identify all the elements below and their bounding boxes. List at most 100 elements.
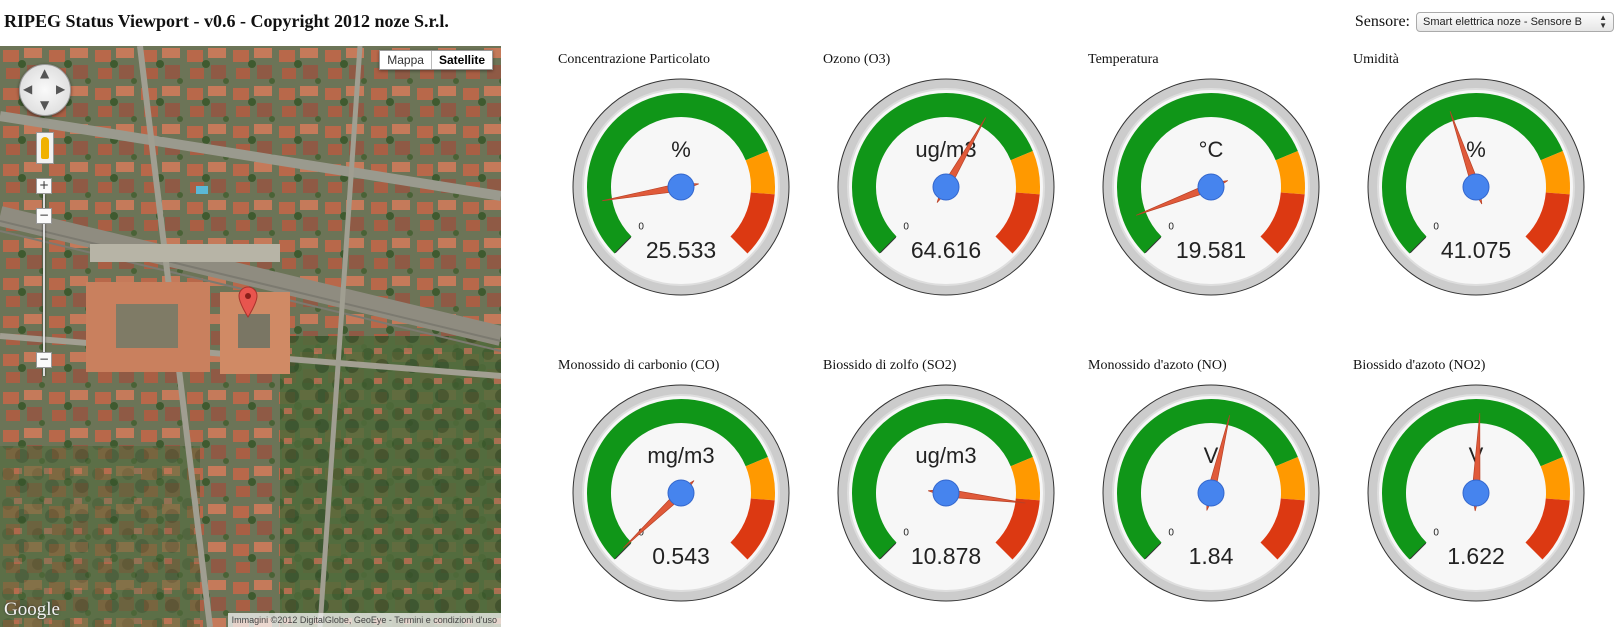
gauge-band-orange [1540, 457, 1570, 501]
gauge-band-orange [1010, 457, 1040, 501]
gauge-band-green [1382, 399, 1563, 560]
gauge-label: Monossido d'azoto (NO) [1088, 358, 1227, 373]
sensor-label: Sensore: [1354, 13, 1410, 30]
gauge-value: 41.075 [1441, 237, 1511, 263]
gauge-value: 10.878 [911, 543, 981, 569]
gauge-band-green [852, 399, 1033, 560]
gauge-min-tick [879, 542, 897, 560]
gauge-dial: 0 ug/m3 10.878 [837, 384, 1055, 602]
map-type-mappa[interactable]: Mappa [387, 53, 424, 67]
gauge-value: 1.622 [1447, 543, 1505, 569]
gauge: Concentrazione Particolato 0% 25.533 [558, 52, 798, 332]
gauge-hub [667, 479, 695, 507]
gauge-band-red [1525, 498, 1570, 560]
gauge-min-label: 0 [1168, 528, 1174, 539]
gauge-unit: ug/m3 [915, 443, 976, 468]
gauge-min-label: 0 [1433, 528, 1439, 539]
gauge-hub [932, 173, 960, 201]
gauge-band-green [587, 399, 768, 560]
select-arrows-icon: ▲ ▼ [1599, 13, 1607, 30]
pan-right-icon[interactable]: ▶ [56, 82, 66, 96]
gauge-dial: 0 °C 19.581 [1102, 78, 1320, 296]
gauge-unit: V [1204, 443, 1219, 468]
gauge-hub [1197, 173, 1225, 201]
gauge-dial: 0 mg/m3 0.543 [572, 384, 790, 602]
map-type-satellite[interactable]: Satellite [430, 51, 492, 69]
gauge-band-red [1260, 498, 1305, 560]
gauge-label: Ozono (O3) [823, 52, 891, 67]
gauge-min-tick [879, 236, 897, 254]
gauge: Biossido di zolfo (SO2) 0 ug/m3 10.878 [823, 358, 1063, 638]
zoom-out-button[interactable]: − [36, 352, 52, 368]
gauge-value: 19.581 [1176, 237, 1246, 263]
gauge: Monossido d'azoto (NO) 0 V 1.84 [1088, 358, 1328, 638]
gauge-hub [667, 173, 695, 201]
sensor-select-value: Smart elettrica noze - Sensore B [1423, 16, 1582, 28]
map-attribution[interactable]: Immagini ©2012 DigitalGlobe, GeoEye - Te… [227, 613, 501, 627]
gauge-hub [1197, 479, 1225, 507]
gauge-band-green [1117, 93, 1298, 254]
gauge-band-orange [1010, 151, 1040, 195]
gauge-unit: % [1466, 137, 1486, 162]
gauge-min-label: 0 [638, 222, 644, 233]
pan-down-icon[interactable]: ▼ [40, 98, 50, 112]
gauge-band-red [730, 498, 775, 560]
gauge-band-red [1525, 192, 1570, 254]
gauge-band-green [852, 93, 1033, 254]
zoom-in-button[interactable]: + [36, 178, 52, 194]
gauge-min-label: 0 [903, 528, 909, 539]
gauge-min-tick [614, 542, 632, 560]
gauge-min-label: 0 [638, 528, 644, 539]
gauge-band-red [995, 192, 1040, 254]
satellite-imagery [0, 46, 501, 627]
gauge-min-tick [1409, 236, 1427, 254]
gauge-hub [1462, 479, 1490, 507]
gauge-unit: % [671, 137, 691, 162]
gauge-dial: 0% 41.075 [1367, 78, 1585, 296]
zoom-slider-track[interactable] [43, 194, 45, 376]
gauge-hub [932, 479, 960, 507]
pan-left-icon[interactable]: ◀ [23, 82, 33, 96]
gauge-label: Temperatura [1088, 52, 1159, 67]
gauge-label: Biossido d'azoto (NO2) [1353, 358, 1486, 373]
gauge-label: Umidità [1353, 52, 1399, 67]
gauge-min-tick [614, 236, 632, 254]
satellite-map[interactable]: Mappa Satellite ▲ ▼ ◀ ▶ + − − Google Imm… [0, 46, 501, 627]
sensor-picker: Sensore: Smart elettrica noze - Sensore … [1355, 12, 1614, 32]
gauge-value: 0.543 [652, 543, 710, 569]
gauge-band-red [995, 498, 1040, 560]
location-marker-icon[interactable] [238, 286, 258, 318]
gauge: Ozono (O3) 0 ug/m3 64.616 [823, 52, 1063, 332]
gauge-min-label: 0 [1168, 222, 1174, 233]
gauge-band-orange [745, 151, 775, 195]
gauge: Umidità 0% 41.075 [1353, 52, 1593, 332]
gauge-band-orange [745, 457, 775, 501]
zoom-slider-handle[interactable]: − [36, 208, 52, 224]
gauge-min-tick [1144, 542, 1162, 560]
pegman-figure [41, 137, 49, 159]
gauge-label: Biossido di zolfo (SO2) [823, 358, 957, 373]
gauge-unit: °C [1199, 137, 1224, 162]
map-type-control: Mappa Satellite [379, 50, 493, 70]
pan-control[interactable]: ▲ ▼ ◀ ▶ [19, 64, 71, 116]
gauge: Monossido di carbonio (CO) 0 mg/m3 0.543 [558, 358, 798, 638]
gauge-label: Monossido di carbonio (CO) [558, 358, 720, 373]
gauge: Biossido d'azoto (NO2) 0V1.622 [1353, 358, 1593, 638]
gauge-dial: 0 V 1.84 [1102, 384, 1320, 602]
gauge-dial: 0V1.622 [1367, 384, 1585, 602]
gauge-band-red [730, 192, 775, 254]
sensor-select[interactable]: Smart elettrica noze - Sensore B ▲ ▼ [1416, 12, 1614, 32]
gauge-unit: mg/m3 [647, 443, 714, 468]
google-logo: Google [4, 599, 60, 620]
gauge-band-green [1117, 399, 1298, 560]
gauge-band-green [587, 93, 768, 254]
gauge-value: 64.616 [911, 237, 981, 263]
gauge-label: Concentrazione Particolato [558, 52, 710, 67]
gauge-min-tick [1144, 236, 1162, 254]
gauge-dial: 0% 25.533 [572, 78, 790, 296]
street-view-pegman-icon[interactable] [36, 132, 54, 164]
pan-up-icon[interactable]: ▲ [40, 66, 50, 80]
page-title: RIPEG Status Viewport - v0.6 - Copyright… [4, 11, 449, 31]
gauge-band-green [1382, 93, 1563, 254]
